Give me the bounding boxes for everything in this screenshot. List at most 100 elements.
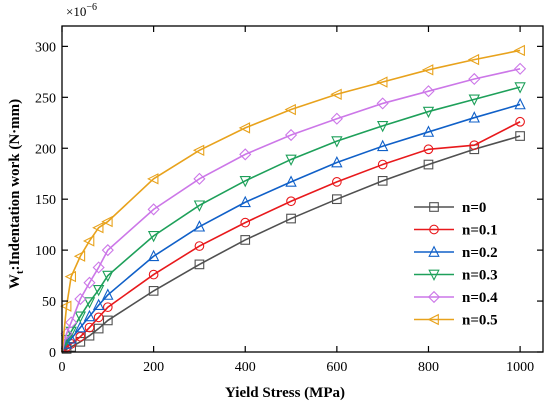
data-point [514, 82, 526, 94]
series-n=0.2 [60, 97, 526, 353]
data-point [422, 106, 435, 119]
data-point [92, 261, 105, 274]
legend-swatch-marker [428, 269, 440, 282]
legend-label: n=0 [462, 200, 486, 216]
data-point [102, 315, 113, 326]
data-point [75, 331, 86, 342]
data-point [467, 53, 480, 66]
data-point [65, 316, 78, 329]
series-line [61, 68, 521, 353]
y-tick-label: 250 [35, 91, 56, 106]
data-point [468, 111, 480, 123]
x-tick-label: 0 [59, 360, 66, 375]
legend-swatch-marker [427, 290, 441, 304]
data-point [286, 213, 296, 224]
data-point [514, 62, 527, 75]
data-point [92, 298, 105, 310]
y-axis-title: Wt:Indentation work (N·mm) [7, 99, 26, 289]
data-point [92, 285, 105, 297]
data-point [148, 269, 159, 280]
data-point [285, 154, 297, 166]
series-n=0.4 [60, 62, 527, 353]
data-point [101, 215, 113, 228]
data-point [422, 125, 435, 137]
data-point [83, 297, 96, 309]
data-point [74, 321, 87, 333]
legend-label: n=0.4 [462, 290, 498, 306]
legend-label: n=0.5 [462, 313, 498, 329]
data-point [240, 235, 251, 245]
y-axis-multiplier: ×10−6 [66, 2, 97, 19]
data-point [284, 103, 296, 116]
axes: 0 200 400 600 800 1000 0 50 100 150 200 250 300 [35, 25, 544, 375]
data-point [194, 259, 205, 270]
data-point [93, 323, 104, 334]
data-point [93, 312, 104, 323]
data-point [469, 140, 480, 151]
data-point [193, 200, 206, 212]
data-point [74, 292, 87, 306]
legend-entry: n=0.2 [414, 245, 498, 261]
y-tick-label: 0 [49, 346, 56, 361]
data-point [332, 194, 342, 205]
series-n=0.3 [60, 82, 526, 353]
x-tick-label: 200 [143, 360, 164, 375]
data-point [147, 203, 160, 216]
data-point [92, 222, 104, 234]
data-point [147, 231, 160, 243]
legend-label: n=0.2 [462, 245, 498, 261]
series-n=0.1 [61, 116, 525, 353]
data-point [192, 144, 205, 156]
series-line [61, 103, 521, 353]
y-tick-label: 100 [35, 244, 56, 259]
legend-label: n=0.3 [462, 268, 498, 284]
legend-entry: n=0.4 [414, 290, 498, 306]
data-point [102, 302, 113, 313]
data-point [60, 327, 73, 340]
plot-frame [61, 25, 544, 353]
data-point [376, 97, 389, 110]
legend-entry: n=0 [414, 200, 486, 216]
data-point [377, 176, 388, 186]
data-point [147, 249, 160, 262]
series-layer [60, 44, 527, 354]
data-point [101, 244, 114, 257]
y-tick-label: 200 [35, 142, 56, 157]
series-n=0.5 [60, 44, 525, 353]
legend-swatch-marker [429, 224, 439, 235]
data-point [422, 85, 435, 98]
legend-entry: n=0.1 [414, 223, 498, 239]
data-point [515, 116, 525, 127]
legend: n=0 n=0.1 n=0.2 n=0.3 n=0.4 n=0.5 [414, 200, 498, 329]
data-point [84, 322, 95, 333]
data-point [330, 88, 342, 100]
data-point [376, 120, 389, 133]
series-line [61, 121, 521, 353]
data-point [83, 309, 96, 322]
y-tick-label: 50 [42, 295, 56, 310]
data-point [73, 250, 86, 262]
data-point [376, 139, 389, 152]
series-line [61, 49, 521, 353]
data-point [147, 173, 159, 185]
y-tick-label: 150 [35, 193, 56, 208]
data-point [65, 332, 77, 344]
data-point [64, 270, 77, 283]
data-point [285, 175, 297, 187]
x-tick-label: 600 [326, 360, 347, 375]
data-point [331, 136, 343, 148]
legend-swatch-marker [428, 245, 440, 257]
data-point [193, 220, 206, 232]
data-point [194, 241, 205, 251]
data-point [193, 172, 206, 185]
y-tick-label: 300 [35, 40, 56, 55]
data-point [102, 288, 114, 300]
data-point [421, 64, 434, 76]
series-line [61, 86, 521, 353]
data-point [330, 112, 343, 125]
legend-label: n=0.1 [462, 223, 498, 239]
data-point [423, 159, 434, 170]
data-point [148, 286, 159, 296]
data-point [239, 176, 251, 188]
data-point [239, 195, 251, 208]
